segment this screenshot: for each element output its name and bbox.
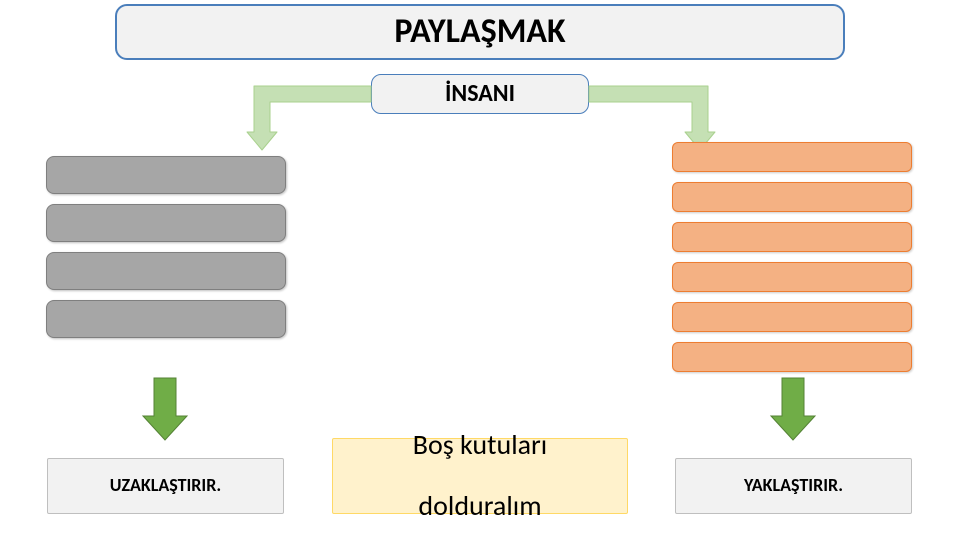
bottom-right-box: YAKLAŞTIRIR. bbox=[675, 458, 912, 514]
bottom-center-line1: Boş kutuları bbox=[413, 430, 547, 461]
bottom-right-text: YAKLAŞTIRIR. bbox=[744, 476, 843, 496]
bottom-left-box: UZAKLAŞTIRIR. bbox=[47, 458, 284, 514]
bottom-left-text: UZAKLAŞTIRIR. bbox=[110, 476, 222, 496]
bottom-center-line2: dolduralım bbox=[418, 491, 541, 522]
bottom-center-box: Boş kutuları dolduralım bbox=[332, 438, 628, 514]
